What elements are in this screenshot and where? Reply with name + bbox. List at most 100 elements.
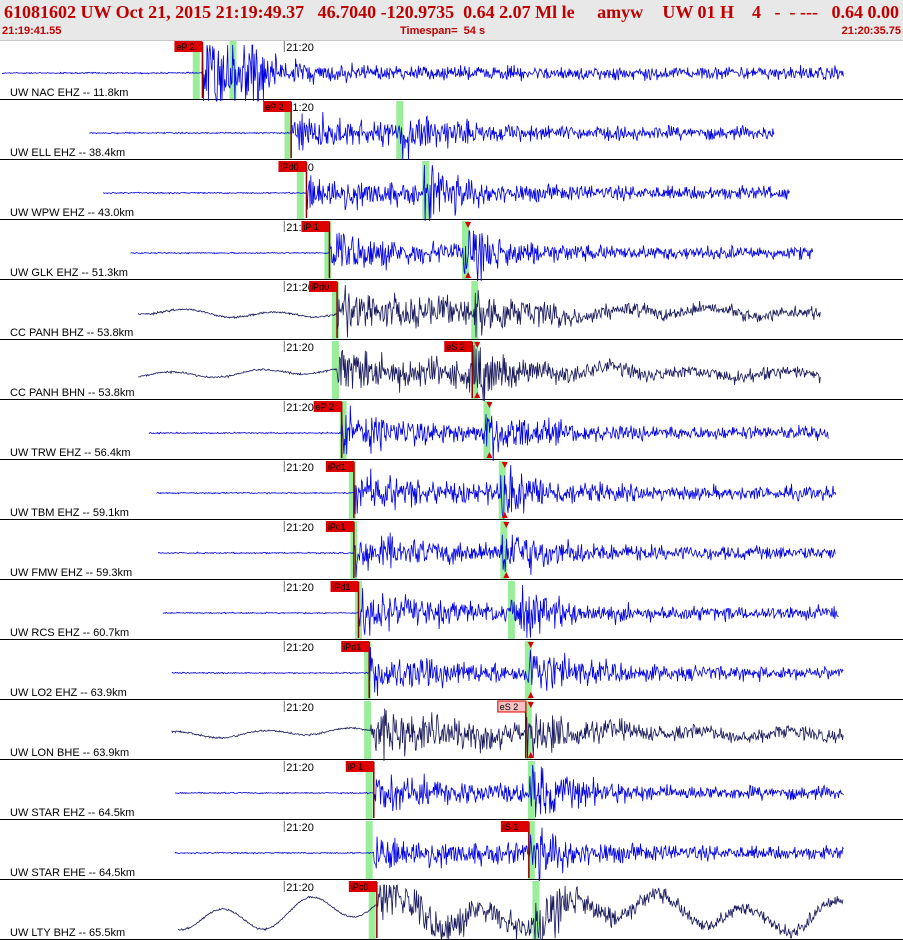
s-pick-flag[interactable] bbox=[497, 700, 527, 713]
red-triangle-icon bbox=[474, 342, 481, 348]
channel-label: UW RCS EHZ -- 60.7km bbox=[10, 627, 129, 639]
waveform-trace bbox=[130, 229, 814, 282]
minute-label: 21:20 bbox=[286, 522, 314, 534]
event-title: 61081602 UW Oct 21, 2015 21:19:49.37 46.… bbox=[4, 2, 644, 22]
waveform-trace bbox=[148, 405, 829, 462]
p-pick-flag[interactable] bbox=[345, 761, 374, 772]
p-pick-label[interactable]: iPd1 bbox=[332, 582, 350, 592]
waveform-trace bbox=[156, 464, 837, 519]
predicted-p-band bbox=[339, 401, 347, 459]
p-pick-flag[interactable] bbox=[263, 101, 292, 112]
channel-label: UW GLK EHZ -- 51.3km bbox=[10, 267, 128, 279]
waveform-trace bbox=[102, 164, 790, 222]
p-pick-flag[interactable] bbox=[330, 581, 359, 592]
waveform-trace bbox=[171, 708, 844, 762]
predicted-s-band bbox=[524, 641, 532, 699]
p-pick-label[interactable]: iPc0 bbox=[351, 882, 369, 892]
event-header: 61081602 UW Oct 21, 2015 21:19:49.37 46.… bbox=[0, 0, 903, 41]
minute-label: 21:20 bbox=[286, 342, 314, 354]
red-triangle-icon bbox=[501, 512, 508, 518]
p-pick-flag[interactable] bbox=[325, 521, 354, 532]
trace-panel[interactable]: 21:20 eP 2 UW NAC EHZ -- 11.8km 21:20 eP 2 UW… bbox=[0, 40, 903, 940]
channel-label: UW FMW EHZ -- 59.3km bbox=[10, 567, 132, 579]
p-pick-flag[interactable] bbox=[341, 641, 370, 652]
minute-label: 21:20 bbox=[286, 582, 314, 594]
p-pick-label[interactable]: iPd0 bbox=[311, 282, 329, 292]
channel-label: UW NAC EHZ -- 11.8km bbox=[10, 87, 128, 99]
predicted-p-band bbox=[365, 761, 373, 819]
predicted-p-band bbox=[348, 461, 356, 519]
minute-label: 21:20 bbox=[286, 762, 314, 774]
waveform-trace bbox=[174, 827, 844, 882]
minute-label: 21:20 bbox=[286, 42, 314, 54]
channel-label: UW LON BHE -- 63.9km bbox=[10, 747, 129, 759]
p-pick-flag[interactable] bbox=[313, 401, 342, 412]
s-pick-label[interactable]: eS 2 bbox=[500, 702, 519, 712]
waveform-trace bbox=[174, 764, 844, 818]
p-pick-flag[interactable] bbox=[348, 881, 377, 892]
p-pick-label[interactable]: eP 2 bbox=[176, 42, 194, 52]
red-triangle-icon bbox=[486, 452, 493, 458]
predicted-p-band bbox=[364, 641, 372, 699]
p-pick-flag[interactable] bbox=[301, 221, 330, 232]
s-pick-label[interactable]: eS 2 bbox=[446, 342, 465, 352]
red-triangle-icon bbox=[465, 222, 472, 228]
channel-label: UW LO2 EHZ -- 63.9km bbox=[10, 687, 127, 699]
waveform-trace bbox=[1, 44, 844, 102]
minute-label: 21:20 bbox=[286, 702, 314, 714]
waveform-trace bbox=[89, 111, 775, 160]
channel-label: UW WPW EHZ -- 43.0km bbox=[10, 207, 134, 219]
end-time: 21:20:35.75 bbox=[841, 25, 901, 37]
waveform-trace bbox=[178, 884, 844, 940]
p-pick-flag[interactable] bbox=[278, 161, 307, 172]
minute-label: 21:20 bbox=[286, 462, 314, 474]
red-triangle-icon bbox=[486, 402, 493, 408]
predicted-s-band bbox=[500, 521, 508, 579]
red-triangle-icon bbox=[501, 462, 508, 468]
p-pick-label[interactable]: eP 2 bbox=[316, 402, 334, 412]
start-time: 21:19:41.55 bbox=[2, 25, 62, 37]
channel-label: UW LTY BHZ -- 65.5km bbox=[10, 927, 125, 939]
p-pick-label[interactable]: iP 1 bbox=[348, 762, 363, 772]
red-triangle-icon bbox=[527, 702, 534, 708]
timespan-label: Timespan= 54 s bbox=[400, 25, 486, 37]
p-pick-label[interactable]: iPd1 bbox=[343, 642, 361, 652]
s-pick-flag[interactable] bbox=[500, 821, 529, 832]
p-pick-label[interactable]: iPd1 bbox=[328, 462, 346, 472]
predicted-s-band bbox=[498, 461, 506, 519]
channel-label: UW ELL EHZ -- 38.4km bbox=[10, 147, 125, 159]
p-pick-label[interactable]: iPd0 bbox=[280, 162, 298, 172]
waveform-trace bbox=[137, 284, 821, 338]
predicted-p-band bbox=[284, 101, 292, 159]
predicted-p-band bbox=[368, 881, 376, 939]
p-pick-flag[interactable] bbox=[325, 461, 354, 472]
channel-label: UW TBM EHZ -- 59.1km bbox=[10, 507, 129, 519]
minute-label: 21:20 bbox=[286, 642, 314, 654]
waveform-trace bbox=[171, 647, 844, 697]
minute-label: 21:20 bbox=[286, 282, 314, 294]
red-triangle-icon bbox=[527, 752, 534, 758]
predicted-s-band bbox=[507, 581, 515, 639]
p-pick-label[interactable]: eP 2 bbox=[265, 102, 283, 112]
channel-label: CC PANH BHZ -- 53.8km bbox=[10, 327, 133, 339]
predicted-p-band bbox=[332, 281, 340, 339]
channel-label: UW STAR EHE -- 64.5km bbox=[10, 867, 135, 879]
p-pick-label[interactable]: iPc1 bbox=[328, 522, 346, 532]
p-pick-label[interactable]: iP 1 bbox=[303, 222, 318, 232]
predicted-p-band bbox=[192, 41, 200, 99]
minute-label: 21:20 bbox=[286, 402, 314, 414]
predicted-p-band bbox=[365, 821, 373, 879]
channel-label: UW TRW EHZ -- 56.4km bbox=[10, 447, 131, 459]
red-triangle-icon bbox=[527, 642, 534, 648]
s-pick-label[interactable]: iS 1 bbox=[503, 822, 519, 832]
predicted-s-band bbox=[527, 761, 535, 819]
waveform-trace bbox=[157, 532, 836, 578]
minute-label: 21:20 bbox=[286, 882, 314, 894]
red-triangle-icon bbox=[503, 572, 510, 578]
predicted-p-band bbox=[324, 221, 332, 279]
s-pick-flag[interactable] bbox=[444, 341, 473, 352]
p-pick-flag[interactable] bbox=[174, 41, 203, 52]
channel-label: CC PANH BHN -- 53.8km bbox=[10, 387, 134, 399]
p-pick-flag[interactable] bbox=[309, 281, 338, 292]
